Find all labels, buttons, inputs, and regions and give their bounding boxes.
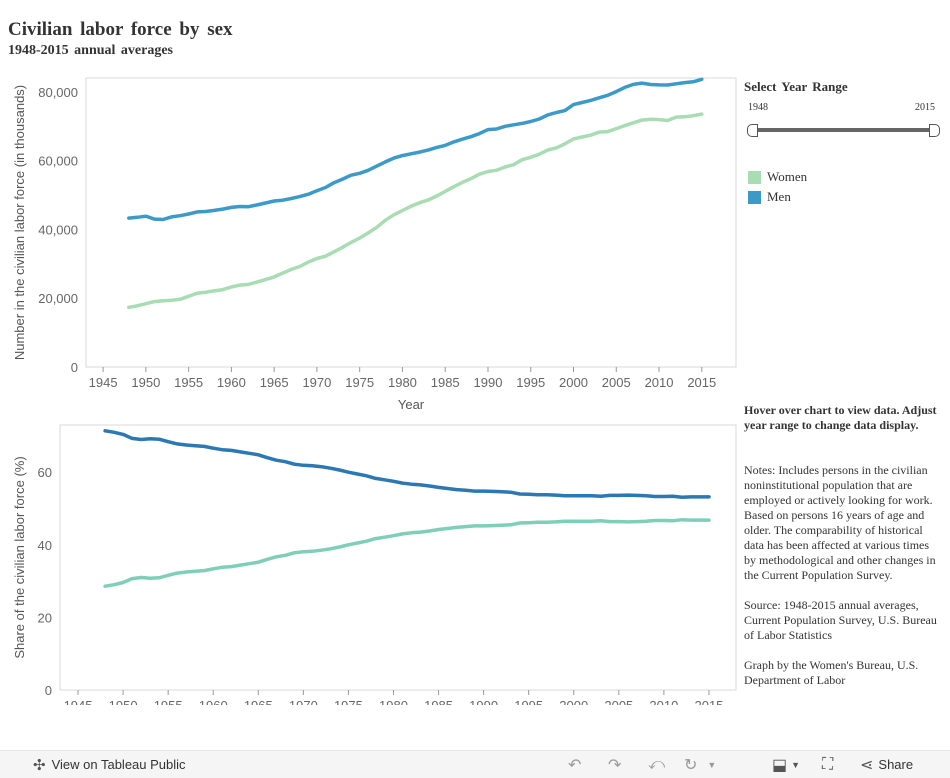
share-series-men-line[interactable]: [103, 429, 711, 499]
view-on-tableau-label: View on Tableau Public: [51, 757, 186, 772]
revert-button[interactable]: ⤺: [648, 751, 665, 778]
chevron-down-icon: ▼: [707, 759, 717, 770]
year-range-slider[interactable]: [752, 128, 934, 132]
share-x-tick-label: 2000: [559, 698, 588, 705]
share-x-tick-label: 1995: [514, 698, 543, 705]
share-y-axis-title: Share of the civilian labor force (%): [12, 456, 27, 658]
count-x-tick-label: 1950: [131, 375, 160, 390]
count-y-tick-label: 80,000: [38, 85, 78, 100]
legend-label-women: Women: [767, 169, 808, 184]
share-x-tick-label: 2010: [649, 698, 678, 705]
legend-item-men[interactable]: Men: [748, 189, 791, 205]
redo-icon: ↷: [608, 756, 622, 774]
legend-item-women[interactable]: Women: [748, 169, 807, 185]
share-x-tick-label: 1965: [244, 698, 273, 705]
count-x-tick-label: 1965: [260, 375, 289, 390]
tableau-icon: ✣: [33, 756, 46, 774]
share-y-tick-label: 40: [38, 538, 52, 553]
count-x-tick-label: 1995: [516, 375, 545, 390]
share-button[interactable]: ⋖ Share: [860, 751, 913, 778]
count-x-tick-label: 1960: [217, 375, 246, 390]
count-x-tick-label: 1985: [431, 375, 460, 390]
chevron-down-icon: ▼: [791, 759, 801, 770]
labor-force-share-chart[interactable]: 1945 1950 1955 1960 1965 1970 1975 1980 1985 1990…: [0, 420, 740, 705]
count-x-tick-label: 1990: [474, 375, 503, 390]
count-y-tick-label: 40,000: [38, 222, 78, 237]
share-x-tick-label: 2005: [604, 698, 633, 705]
year-range-title: Select Year Range: [744, 79, 848, 94]
count-x-tick-label: 1975: [345, 375, 374, 390]
credit-text: Graph by the Women's Bureau, U.S. Depart…: [744, 658, 919, 687]
share-y-tick-label: 60: [38, 465, 52, 480]
undo-button[interactable]: ↶: [568, 751, 581, 778]
count-y-tick-label: 0: [71, 360, 78, 375]
share-x-tick-label: 1970: [289, 698, 318, 705]
legend-label-men: Men: [767, 189, 791, 204]
download-button[interactable]: ⬓ ▼: [772, 751, 800, 778]
count-x-tick-label: 1955: [174, 375, 203, 390]
share-plot-area: [59, 424, 737, 691]
count-x-axis-title: Year: [398, 397, 425, 412]
share-y-tick-label: 0: [45, 683, 52, 698]
count-x-tick-label: 1970: [302, 375, 331, 390]
share-x-tick-label: 1955: [154, 698, 183, 705]
year-range-end: 2015: [915, 102, 935, 113]
fullscreen-icon: ⛶: [822, 755, 834, 773]
share-x-tick-label: 2015: [694, 698, 723, 705]
download-icon: ⬓: [772, 756, 788, 774]
redo-button[interactable]: ↷: [608, 751, 621, 778]
count-x-tick-label: 1945: [89, 375, 118, 390]
count-y-tick-label: 60,000: [38, 154, 78, 169]
page-subtitle: 1948-2015 annual averages: [8, 43, 173, 58]
source-text: Source: 1948-2015 annual averages, Curre…: [744, 598, 937, 642]
refresh-icon: ↻: [684, 756, 698, 774]
count-x-tick-label: 2000: [559, 375, 588, 390]
count-plot-area: [85, 77, 737, 368]
count-y-axis-title: Number in the civilian labor force (in t…: [12, 85, 27, 360]
refresh-button[interactable]: ↻ ▼: [684, 751, 716, 778]
legend-swatch-men: [748, 190, 761, 204]
view-on-tableau-button[interactable]: ✣ View on Tableau Public: [33, 751, 186, 778]
count-y-tick-label: 20,000: [38, 291, 78, 306]
share-x-tick-label: 1985: [424, 698, 453, 705]
tableau-toolbar: ✣ View on Tableau Public ↶ ↷ ⤺ ↻ ▼ ⬓ ▼ ⛶ ⋖…: [0, 750, 950, 778]
instructions-text: Hover over chart to view data. Adjust ye…: [744, 403, 937, 432]
count-series-men-line[interactable]: [127, 77, 704, 222]
share-icon: ⋖: [860, 756, 874, 774]
share-x-tick-label: 1960: [199, 698, 228, 705]
share-x-tick-label: 1975: [334, 698, 363, 705]
labor-force-count-chart[interactable]: 1945 1950 1955 1960 1965 1970 1975 1980 1985 1990…: [0, 64, 740, 479]
notes-text: Notes: Includes persons in the civilian …: [744, 463, 936, 582]
count-x-tick-label: 2005: [602, 375, 631, 390]
share-series-women-line[interactable]: [103, 517, 711, 588]
fullscreen-button[interactable]: ⛶: [822, 751, 833, 778]
share-x-tick-label: 1980: [379, 698, 408, 705]
year-range-start-handle[interactable]: [747, 124, 758, 137]
share-label: Share: [878, 757, 914, 772]
count-x-tick-label: 2010: [645, 375, 674, 390]
share-x-tick-label: 1950: [109, 698, 138, 705]
share-x-tick-label: 1945: [64, 698, 93, 705]
share-x-tick-label: 1990: [469, 698, 498, 705]
year-range-end-handle[interactable]: [929, 124, 940, 137]
count-x-tick-label: 1980: [388, 375, 417, 390]
revert-icon: ⤺: [648, 755, 666, 773]
count-x-tick-label: 2015: [687, 375, 716, 390]
count-series-women-line[interactable]: [127, 112, 704, 310]
legend-swatch-women: [748, 170, 761, 184]
undo-icon: ↶: [568, 756, 582, 774]
page-title: Civilian labor force by sex: [8, 19, 233, 40]
year-range-start: 1948: [748, 102, 768, 113]
share-y-tick-label: 20: [38, 610, 52, 625]
